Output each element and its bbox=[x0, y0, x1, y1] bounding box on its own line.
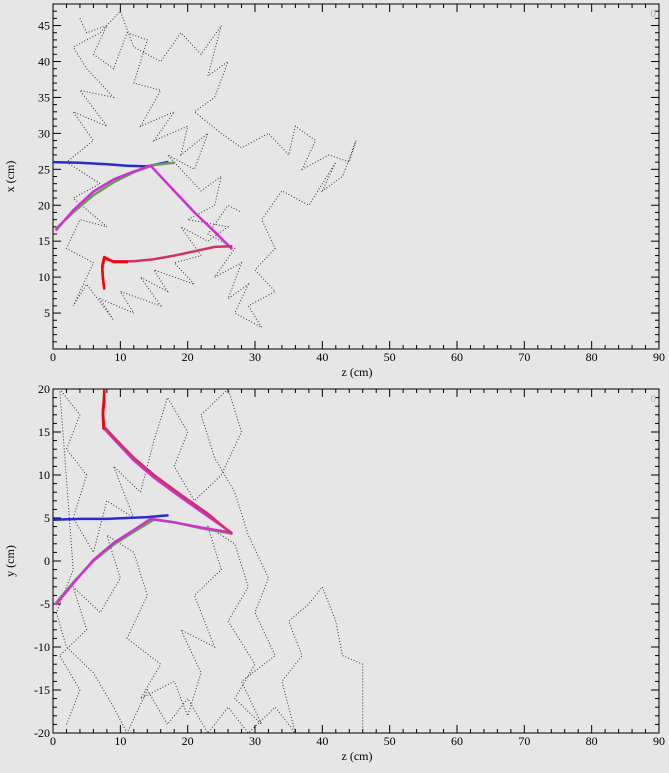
x-tick-label: 50 bbox=[384, 734, 396, 748]
track-line bbox=[55, 161, 176, 230]
track-line bbox=[101, 389, 106, 430]
panel-bottom: 0 10 20 30 40 50 60 70 80 90 -20 -15 -10 -5 0 5 10 15 20 z … bbox=[3, 382, 665, 763]
y-tick-label: 10 bbox=[38, 468, 50, 482]
y-tick-label: 5 bbox=[44, 306, 50, 320]
corner-mark: 0 bbox=[651, 393, 657, 405]
x-tick-label: 40 bbox=[316, 350, 328, 364]
plot-frame bbox=[52, 3, 660, 350]
y-tick-label: -20 bbox=[34, 726, 50, 740]
x-tick-label: 90 bbox=[653, 734, 665, 748]
y-tick-label: 25 bbox=[38, 162, 50, 176]
x-tick-label: 90 bbox=[653, 350, 665, 364]
track-line bbox=[100, 255, 129, 290]
x-tick-label: 70 bbox=[518, 350, 530, 364]
x-axis-title: z (cm) bbox=[342, 749, 373, 763]
track-line bbox=[55, 164, 233, 250]
y-tick-label: 10 bbox=[38, 270, 50, 284]
y-tick-label: 0 bbox=[44, 554, 50, 568]
x-tick-label: 0 bbox=[50, 734, 56, 748]
y-tick-label: -15 bbox=[34, 683, 50, 697]
corner-mark: 0 bbox=[651, 8, 657, 20]
x-tick-label: 30 bbox=[249, 350, 261, 364]
y-tick-label: 15 bbox=[38, 425, 50, 439]
y-tick-label: -10 bbox=[34, 640, 50, 654]
y-tick-label: 45 bbox=[38, 19, 50, 33]
panel-top: 0 10 20 30 40 50 60 70 80 90 5 10 15 20 25 30 35 40 45 z (c… bbox=[3, 3, 665, 379]
y-tick-label: -5 bbox=[40, 597, 50, 611]
y-tick-label: 30 bbox=[38, 126, 50, 140]
y-tick-label: 40 bbox=[38, 55, 50, 69]
x-tick-label: 70 bbox=[518, 734, 530, 748]
trajectory-dotted-line bbox=[55, 389, 364, 733]
y-tick-label: 5 bbox=[44, 511, 50, 525]
y-tick-label: 20 bbox=[38, 382, 50, 396]
x-tick-label: 80 bbox=[586, 350, 598, 364]
y-tick-label: 35 bbox=[38, 90, 50, 104]
x-tick-label: 10 bbox=[114, 350, 126, 364]
x-tick-label: 60 bbox=[451, 734, 463, 748]
y-tick-label: 15 bbox=[38, 234, 50, 248]
y-tick-label: 20 bbox=[38, 198, 50, 212]
track-line bbox=[53, 514, 169, 521]
x-tick-label: 10 bbox=[114, 734, 126, 748]
series-group bbox=[53, 389, 364, 733]
plot-frame bbox=[52, 388, 660, 734]
x-tick-label: 20 bbox=[182, 350, 194, 364]
x-tick-label: 60 bbox=[451, 350, 463, 364]
x-tick-label: 80 bbox=[586, 734, 598, 748]
x-axis-title: z (cm) bbox=[342, 365, 373, 379]
x-tick-label: 20 bbox=[182, 734, 194, 748]
series-group bbox=[53, 10, 357, 329]
track-line bbox=[55, 426, 233, 606]
y-axis-title: y (cm) bbox=[3, 545, 17, 577]
y-axis-title: x (cm) bbox=[3, 161, 17, 193]
x-tick-label: 50 bbox=[384, 350, 396, 364]
trajectory-dotted-line bbox=[65, 10, 357, 329]
x-tick-label: 40 bbox=[316, 734, 328, 748]
x-tick-label: 30 bbox=[249, 734, 261, 748]
x-tick-label: 0 bbox=[50, 350, 56, 364]
